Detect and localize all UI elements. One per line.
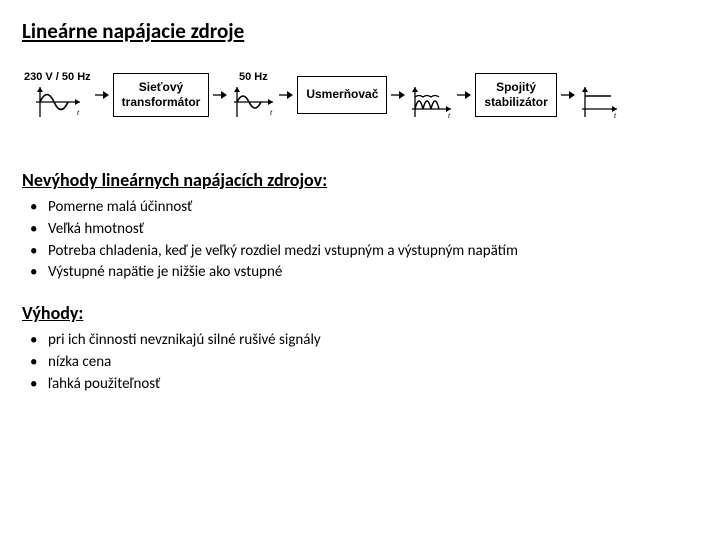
dc-wave-icon: t [579,85,619,119]
list-item: pri ich činnosti nevznikajú silné rušivé… [30,330,698,352]
svg-text:t: t [77,108,80,117]
block-stabilizer: Spojitý stabilizátor [475,73,556,117]
signal-output: t [579,70,619,119]
list-item: Veľká hmotnosť [30,219,698,241]
advantages-list: pri ich činnosti nevznikajú silné rušivé… [22,330,698,395]
list-item: Pomerne malá účinnosť [30,197,698,219]
signal-input: 230 V / 50 Hz t [24,71,91,119]
advantages-heading: Výhody: [22,302,698,324]
signal-transformed: 50 Hz t [231,71,275,119]
svg-text:t: t [614,111,617,119]
page-title: Lineárne napájacie zdroje [22,18,698,44]
arrow-icon [95,89,109,101]
arrow-icon [279,89,293,101]
sine-wave-icon: t [32,85,82,119]
disadvantages-heading: Nevýhody lineárnych napájacích zdrojov: [22,169,698,191]
signal-input-label: 230 V / 50 Hz [24,71,91,83]
list-item: ľahká použiteľnosť [30,374,698,396]
list-item: nízka cena [30,352,698,374]
signal-transformed-label: 50 Hz [239,71,268,83]
list-item: Potreba chladenia, keď je veľký rozdiel … [30,241,698,263]
arrow-icon [561,89,575,101]
block-rectifier: Usmerňovač [297,76,387,114]
arrow-icon [213,89,227,101]
svg-text:t: t [448,111,451,119]
arrow-icon [457,89,471,101]
block-transformer: Sieťový transformátor [113,73,210,117]
svg-text:t: t [270,108,273,117]
list-item: Výstupné napätie je nižšie ako vstupné [30,262,698,284]
signal-rectified: t [409,70,453,119]
rectified-wave-icon: t [409,85,453,119]
block-diagram: 230 V / 50 Hz t Sieťový transformátor 50… [22,70,698,119]
sine-wave-icon: t [231,85,275,119]
arrow-icon [391,89,405,101]
disadvantages-list: Pomerne malá účinnosť Veľká hmotnosť Pot… [22,197,698,284]
